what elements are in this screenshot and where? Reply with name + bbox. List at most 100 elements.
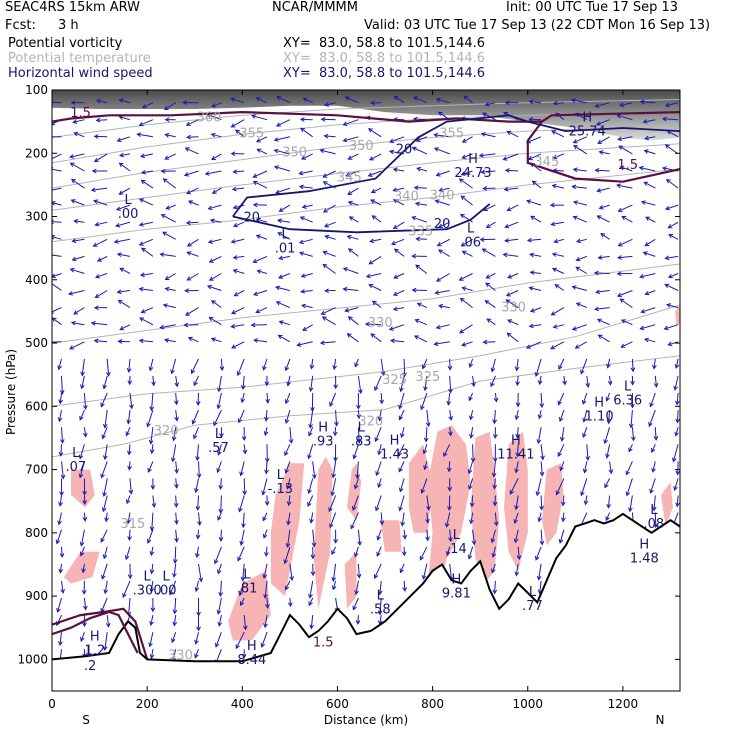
wind-arrow-head [506,332,512,338]
wind-arrow [100,529,108,543]
wind-arrow-head [126,519,131,525]
wind-arrow [529,101,542,104]
wind-arrow-head [630,436,636,442]
wind-arrow [197,529,199,539]
x-tick-label: 600 [326,697,349,711]
extremum-marker: H [511,433,521,448]
wind-arrow [515,409,519,420]
wind-arrow-head [675,418,680,424]
wind-arrow-head [535,491,541,497]
wind-arrow-head [190,369,196,375]
wind-arrow-head [507,319,513,324]
wind-arrow-head [284,468,289,474]
wind-arrow-head [253,338,258,343]
wind-arrow [617,114,633,121]
theta-label: 315 [120,517,145,532]
wind-arrow-head [332,365,337,371]
wind-arrow [175,410,178,421]
wind-arrow-head [674,363,680,369]
wind-arrow-head [174,519,179,525]
wind-arrow-head [230,151,236,157]
wind-arrow [403,580,406,591]
wind-arrow-head [119,326,125,331]
wind-arrow [106,615,110,627]
wind-arrow-head [434,199,440,204]
wind-arrow [438,221,450,228]
wind-arrow-head [616,183,622,189]
wind-arrow-head [350,524,355,530]
wind-arrow [583,409,588,422]
wind-arrow [59,632,62,646]
wind-arrow [665,204,679,210]
wind-arrow-head [239,471,244,477]
wind-arrow [562,495,565,506]
wind-arrow-head [516,555,522,561]
wind-arrow-head [398,506,403,512]
wind-arrow-head [195,505,201,511]
extremum-marker: L [72,446,80,461]
wind-arrow-head [149,654,155,660]
wind-arrow [56,529,62,544]
extremum-value: 8.44 [237,653,266,668]
wind-arrow-head [170,457,176,463]
wind-arrow [262,358,268,370]
wind-arrow-head [231,344,237,349]
wind-arrow-head [515,402,521,408]
wind-arrow-head [301,303,307,309]
wind-arrow-head [485,223,491,229]
wind-arrow-head [377,610,383,616]
wind-arrow [139,198,154,206]
wind-arrow [174,546,177,563]
wind-arrow-head [146,422,151,428]
extremum-value: .08 [643,517,664,532]
extremum-marker: H [639,538,649,553]
wind-arrow-head [551,183,557,189]
wind-arrow-head [560,501,566,507]
wind-arrow [263,529,268,538]
wind-arrow-head [100,473,105,479]
wind-arrow [256,235,268,240]
wind-arrow-head [160,168,166,174]
wind-arrow-head [460,171,466,176]
wind-arrow [539,580,542,594]
wind-arrow-head [549,202,555,208]
wind-arrow-head [275,301,281,306]
wind-arrow [285,461,291,473]
wind-arrow-head [184,288,190,293]
wind-arrow [468,478,474,490]
wind-arrow [74,220,85,223]
wind-arrow-head [673,485,678,492]
wind-arrow [122,580,131,598]
wind-arrow-head [101,434,106,440]
wind-arrow-head [333,384,339,390]
wind-arrow [151,649,154,659]
wind-arrow [606,444,611,458]
pv-surface-contour [52,610,139,654]
wind-arrow-head [138,121,144,127]
wind-arrow-head [278,207,284,212]
extremum-marker: L [624,380,632,395]
wind-arrow [436,273,450,282]
wind-arrow [52,273,62,278]
wind-arrow [414,335,428,343]
wind-arrow-head [468,484,473,490]
wind-arrow-head [138,338,144,344]
wind-arrow [620,166,633,172]
wind-arrow [607,495,611,508]
wind-arrow-head [329,523,334,529]
wind-arrow-head [551,130,557,135]
wind-arrow-head [214,642,220,648]
wind-arrow [425,427,428,442]
extremum-marker: L [86,645,94,660]
wind-arrow [674,478,679,491]
wind-arrow-head [52,234,56,240]
wind-arrow [494,512,497,526]
wind-arrow [119,153,131,157]
wind-arrow-head [514,571,520,577]
wind-arrow [393,168,405,172]
wind-arrow [256,97,268,104]
wind-arrow [231,341,245,349]
wind-arrow [151,392,154,411]
wind-arrow-head [332,431,338,437]
wind-arrow [160,324,176,329]
